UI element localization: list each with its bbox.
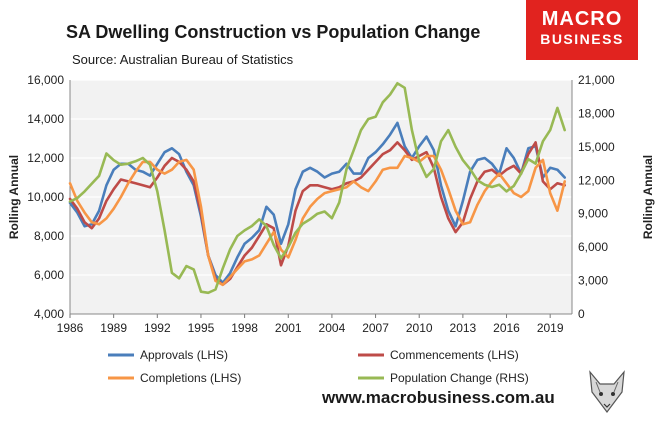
chart-title: SA Dwelling Construction vs Population C… [66,22,481,42]
legend-label: Completions (LHS) [140,371,241,385]
y-tick-right: 6,000 [578,240,608,254]
series-line-completions [68,154,566,287]
y-tick-right: 12,000 [578,173,615,187]
x-tick-label: 1998 [231,321,258,335]
x-tick-label: 2001 [275,321,302,335]
series-line-population-change [68,82,566,295]
x-tick-label: 1989 [100,321,127,335]
y-tick-right: 15,000 [578,140,615,154]
y-tick-left: 6,000 [34,268,64,282]
legend-label: Population Change (RHS) [390,371,529,385]
y-tick-left: 12,000 [27,151,64,165]
y-tick-left: 8,000 [34,229,64,243]
y-tick-left: 16,000 [27,73,64,87]
x-tick-label: 2019 [537,321,564,335]
fox-head-icon [589,370,625,413]
y-tick-left: 10,000 [27,190,64,204]
x-tick-label: 1995 [188,321,215,335]
y-tick-left: 14,000 [27,112,64,126]
brand-logo: MACRO BUSINESS [526,0,638,60]
x-tick-label: 2013 [450,321,477,335]
legend-label: Approvals (LHS) [140,348,228,362]
x-tick-label: 2016 [493,321,520,335]
x-tick-label: 2004 [319,321,346,335]
series-line-commencements [68,141,566,287]
chart-subtitle: Source: Australian Bureau of Statistics [72,52,294,67]
footer-url[interactable]: www.macrobusiness.com.au [322,388,555,407]
x-tick-label: 2010 [406,321,433,335]
y-tick-right: 0 [578,307,585,321]
logo-line-2: BUSINESS [540,31,624,47]
y-axis-label-right: Rolling Annual [641,155,655,239]
y-tick-right: 18,000 [578,106,615,120]
legend-label: Commencements (LHS) [390,348,519,362]
y-tick-right: 3,000 [578,274,608,288]
logo-line-1: MACRO [541,8,623,30]
x-tick-label: 1986 [57,321,84,335]
y-axis-label-left: Rolling Annual [7,155,21,239]
y-tick-right: 21,000 [578,73,615,87]
x-tick-label: 1992 [144,321,171,335]
y-tick-left: 4,000 [34,307,64,321]
y-tick-right: 9,000 [578,207,608,221]
x-tick-label: 2007 [362,321,389,335]
